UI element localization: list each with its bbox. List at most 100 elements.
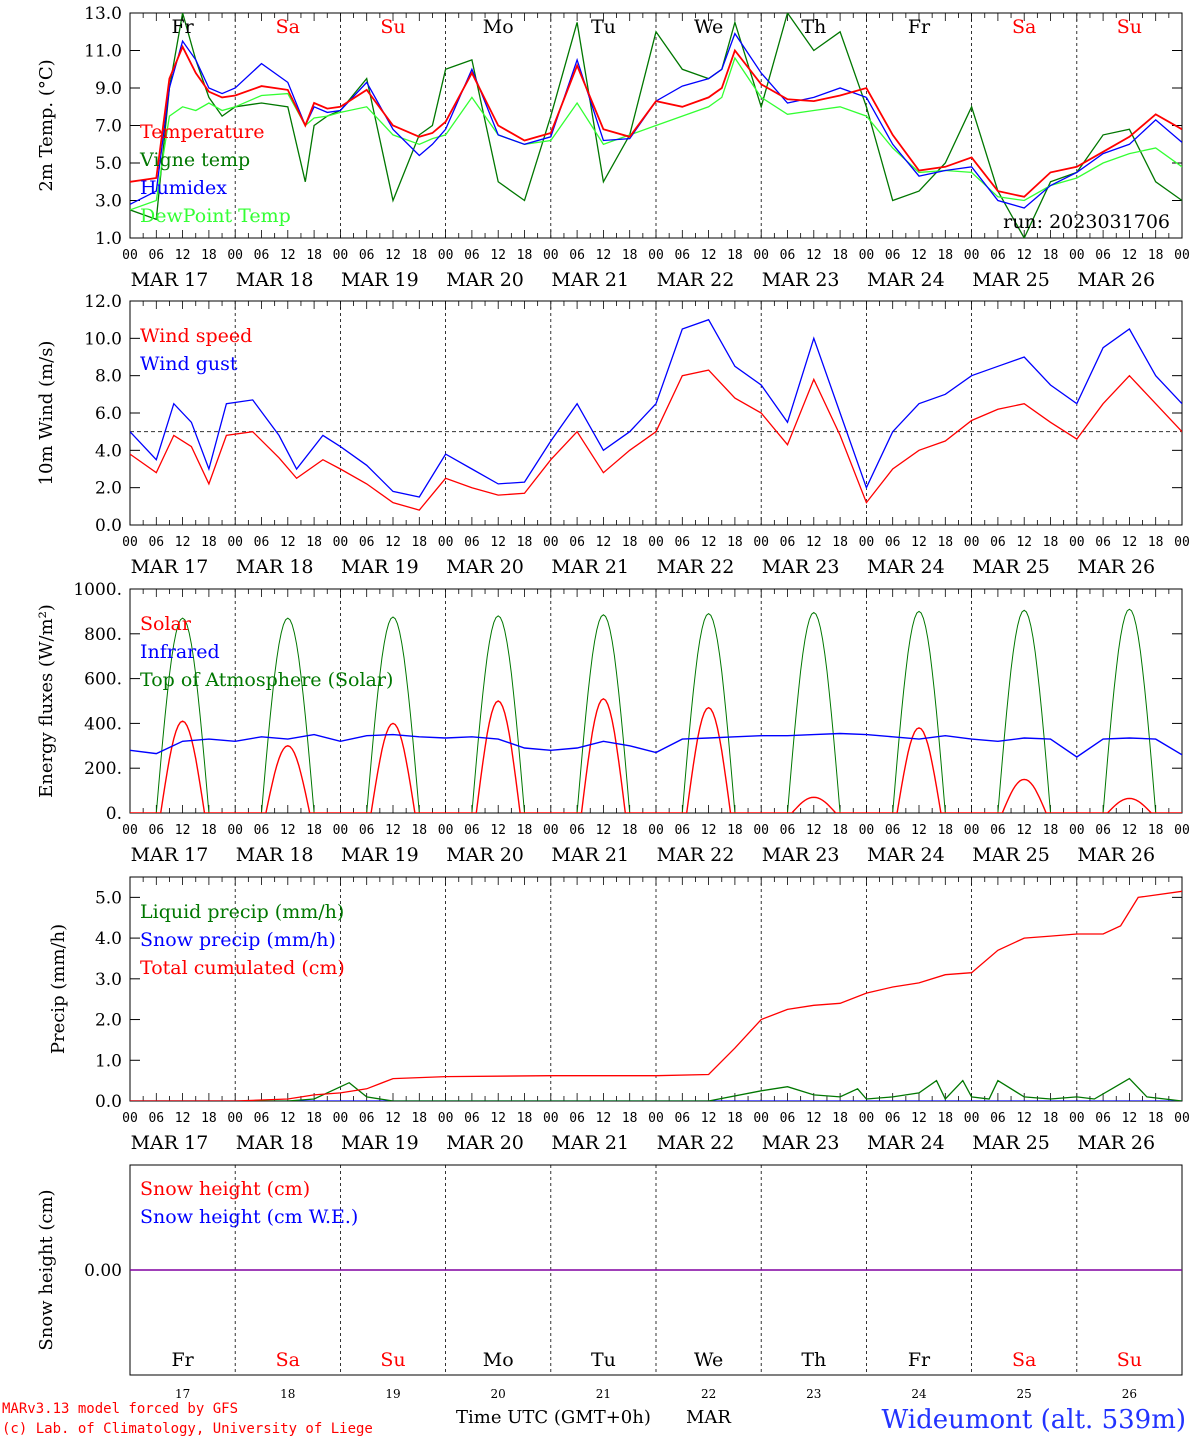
hour-tick-label: 12 bbox=[385, 248, 401, 263]
date-label: MAR 22 bbox=[657, 1132, 735, 1154]
hour-tick-label: 18 bbox=[622, 248, 638, 263]
y-tick-label: 13.0 bbox=[84, 4, 122, 24]
hour-tick-label: 12 bbox=[490, 248, 506, 263]
legend-entry: Temperature bbox=[140, 121, 264, 143]
hour-tick-label: 18 bbox=[517, 248, 533, 263]
weekday-label: Fr bbox=[171, 1349, 194, 1371]
date-label: MAR 25 bbox=[972, 1132, 1050, 1154]
hour-tick-label: 00 bbox=[227, 535, 243, 550]
hour-tick-label: 18 bbox=[832, 535, 848, 550]
hour-tick-label: 12 bbox=[596, 1111, 612, 1126]
hour-tick-label: 00 bbox=[1069, 535, 1085, 550]
weekday-label: Th bbox=[801, 1349, 826, 1371]
hour-tick-label: 12 bbox=[280, 1111, 296, 1126]
hour-tick-label: 12 bbox=[280, 248, 296, 263]
legend-entry: Total cumulated (cm) bbox=[140, 957, 345, 979]
hour-tick-label: 00 bbox=[543, 248, 559, 263]
y-axis-label: 10m Wind (m/s) bbox=[36, 341, 57, 486]
hour-tick-label: 12 bbox=[911, 248, 927, 263]
series-top-of-atmosphere bbox=[130, 608, 1182, 813]
hour-tick-label: 06 bbox=[148, 823, 164, 838]
hour-tick-label: 00 bbox=[753, 823, 769, 838]
hour-tick-label: 18 bbox=[727, 823, 743, 838]
date-label: MAR 23 bbox=[762, 269, 840, 291]
date-label: MAR 26 bbox=[1077, 269, 1155, 291]
series-liquid-precip-mm-h- bbox=[130, 1077, 1182, 1101]
hour-tick-label: 12 bbox=[385, 535, 401, 550]
weekday-label: Sa bbox=[1012, 16, 1036, 38]
date-label: MAR 18 bbox=[236, 269, 314, 291]
date-label: MAR 21 bbox=[551, 556, 629, 578]
weekday-label: Mo bbox=[483, 1349, 514, 1371]
y-tick-label: 6.0 bbox=[95, 404, 122, 424]
y-tick-label: 1.0 bbox=[95, 1051, 122, 1071]
hour-tick-label: 00 bbox=[438, 535, 454, 550]
y-axis-label: 2m Temp. (°C) bbox=[36, 59, 57, 191]
hour-tick-label: 00 bbox=[227, 1111, 243, 1126]
hour-tick-label: 12 bbox=[911, 1111, 927, 1126]
hour-tick-label: 18 bbox=[727, 248, 743, 263]
hour-tick-label: 00 bbox=[333, 535, 349, 550]
weekday-label: Tu bbox=[591, 16, 616, 38]
legend-entry: Snow precip (mm/h) bbox=[140, 929, 336, 951]
hour-tick-label: 00 bbox=[543, 535, 559, 550]
hour-tick-label: 18 bbox=[201, 823, 217, 838]
hour-tick-label: 06 bbox=[780, 823, 796, 838]
y-tick-label: 4.0 bbox=[95, 929, 122, 949]
hour-tick-label: 12 bbox=[175, 535, 191, 550]
date-label: MAR 19 bbox=[341, 269, 419, 291]
weekday-label: Tu bbox=[591, 1349, 616, 1371]
hour-tick-label: 06 bbox=[780, 535, 796, 550]
hour-tick-label: 06 bbox=[1095, 823, 1111, 838]
hour-tick-label: 12 bbox=[280, 823, 296, 838]
hour-tick-label: 18 bbox=[517, 823, 533, 838]
hour-tick-label: 12 bbox=[596, 823, 612, 838]
hour-tick-label: 00 bbox=[543, 823, 559, 838]
y-tick-label: 600. bbox=[84, 670, 122, 690]
hour-tick-label: 18 bbox=[1148, 535, 1164, 550]
hour-tick-label: 06 bbox=[990, 535, 1006, 550]
footer-model-line: MARv3.13 model forced by GFS bbox=[2, 1401, 238, 1417]
hour-tick-label: 18 bbox=[306, 248, 322, 263]
hour-tick-label: 00 bbox=[859, 823, 875, 838]
series-temperature bbox=[130, 44, 1182, 198]
hour-tick-label: 12 bbox=[1122, 823, 1138, 838]
y-tick-label: 4.0 bbox=[95, 441, 122, 461]
hour-tick-label: 12 bbox=[701, 535, 717, 550]
hour-tick-label: 00 bbox=[333, 1111, 349, 1126]
weekday-label: Sa bbox=[276, 1349, 300, 1371]
hour-tick-label: 06 bbox=[464, 248, 480, 263]
hour-tick-label: 12 bbox=[1016, 1111, 1032, 1126]
hour-tick-label: 06 bbox=[885, 1111, 901, 1126]
x-axis-month: MAR bbox=[686, 1407, 731, 1428]
y-tick-label: 11.0 bbox=[84, 42, 122, 62]
plot-frame bbox=[129, 300, 1183, 526]
hour-tick-label: 18 bbox=[411, 1111, 427, 1126]
legend-entry: Solar bbox=[140, 613, 192, 635]
hour-tick-label: 06 bbox=[359, 1111, 375, 1126]
hour-tick-label: 06 bbox=[569, 1111, 585, 1126]
hour-tick-label: 06 bbox=[569, 823, 585, 838]
y-tick-label: 0.0 bbox=[95, 516, 122, 536]
y-tick-label: 0. bbox=[106, 804, 122, 824]
y-tick-label: 8.0 bbox=[95, 367, 122, 387]
date-label: MAR 19 bbox=[341, 844, 419, 866]
date-label: MAR 22 bbox=[657, 844, 735, 866]
y-tick-label: 400. bbox=[84, 714, 122, 734]
legend-entry: Snow height (cm) bbox=[140, 1178, 310, 1200]
weekday-label: Th bbox=[801, 16, 826, 38]
hour-tick-label: 12 bbox=[806, 535, 822, 550]
date-label: MAR 22 bbox=[657, 269, 735, 291]
hour-tick-label: 06 bbox=[885, 823, 901, 838]
legend-entry: Infrared bbox=[140, 641, 220, 663]
hour-tick-label: 00 bbox=[859, 535, 875, 550]
hour-tick-label: 00 bbox=[648, 248, 664, 263]
hour-tick-label: 00 bbox=[753, 248, 769, 263]
hour-tick-label: 06 bbox=[359, 535, 375, 550]
weekday-label: Su bbox=[1117, 16, 1142, 38]
hour-tick-label: 18 bbox=[832, 823, 848, 838]
legend-entry: Liquid precip (mm/h) bbox=[140, 901, 344, 923]
date-label: MAR 24 bbox=[867, 269, 945, 291]
hour-tick-label: 00 bbox=[438, 1111, 454, 1126]
day-of-month-label: 17 bbox=[175, 1387, 190, 1401]
